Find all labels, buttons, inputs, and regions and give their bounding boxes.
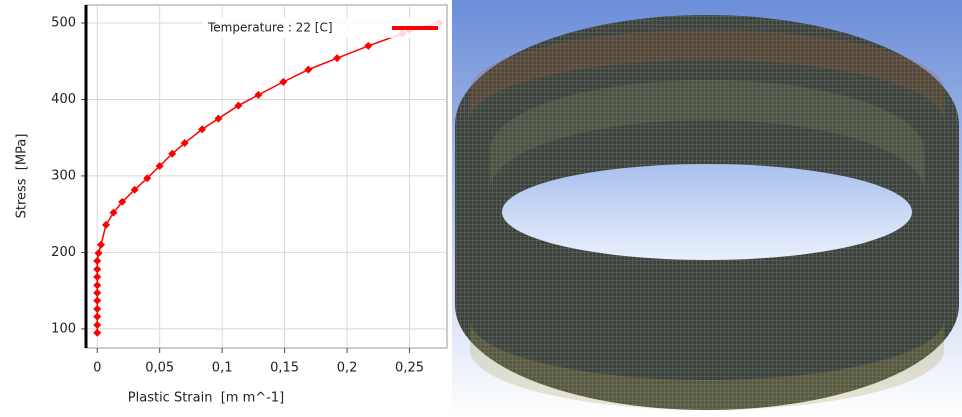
render-panel [452,0,962,417]
data-point [93,288,102,297]
x-tick-label: 0,05 [145,361,174,376]
x-axis-label: Plastic Strain [m m^-1] [128,391,284,406]
data-point [118,197,127,206]
data-point [96,240,105,249]
data-point [279,77,288,86]
x-tick-label: 0 [93,361,101,376]
data-point [130,185,139,194]
data-point [155,161,164,170]
data-point [93,272,102,281]
data-point [93,321,102,330]
y-tick-label: 300 [51,168,76,183]
data-point [109,208,118,217]
data-point [180,139,189,148]
y-tick-label: 200 [51,245,76,260]
data-point [93,304,102,313]
x-tick-label: 0,15 [270,361,299,376]
data-point [364,41,373,50]
y-tick-label: 100 [51,321,76,336]
data-point [254,90,263,99]
data-point [93,256,102,265]
ring-band [470,320,944,410]
ring-band [490,80,924,190]
plot-area [85,4,448,349]
data-point [93,265,102,274]
legend-box [202,18,445,38]
y-axis-label: Stress [MPa] [15,134,30,219]
x-tick-label: 0,1 [212,361,233,376]
data-point [168,149,177,158]
ring-band [470,30,944,120]
data-point [101,220,110,229]
data-point [93,296,102,305]
data-point [94,249,103,258]
data-point [143,174,152,183]
data-point [214,114,223,123]
y-tick-label: 400 [51,92,76,107]
data-point [93,328,102,337]
data-point [198,125,207,134]
x-tick-label: 0,25 [395,361,424,376]
data-point [333,54,342,63]
data-point [93,312,102,321]
x-tick-label: 0,2 [337,361,358,376]
ring-opening [502,164,912,260]
data-point [234,101,243,110]
y-tick-label: 500 [51,15,76,30]
legend-label: Temperature : 22 [C] [207,21,333,35]
data-point [93,281,102,290]
data-point [304,65,313,74]
